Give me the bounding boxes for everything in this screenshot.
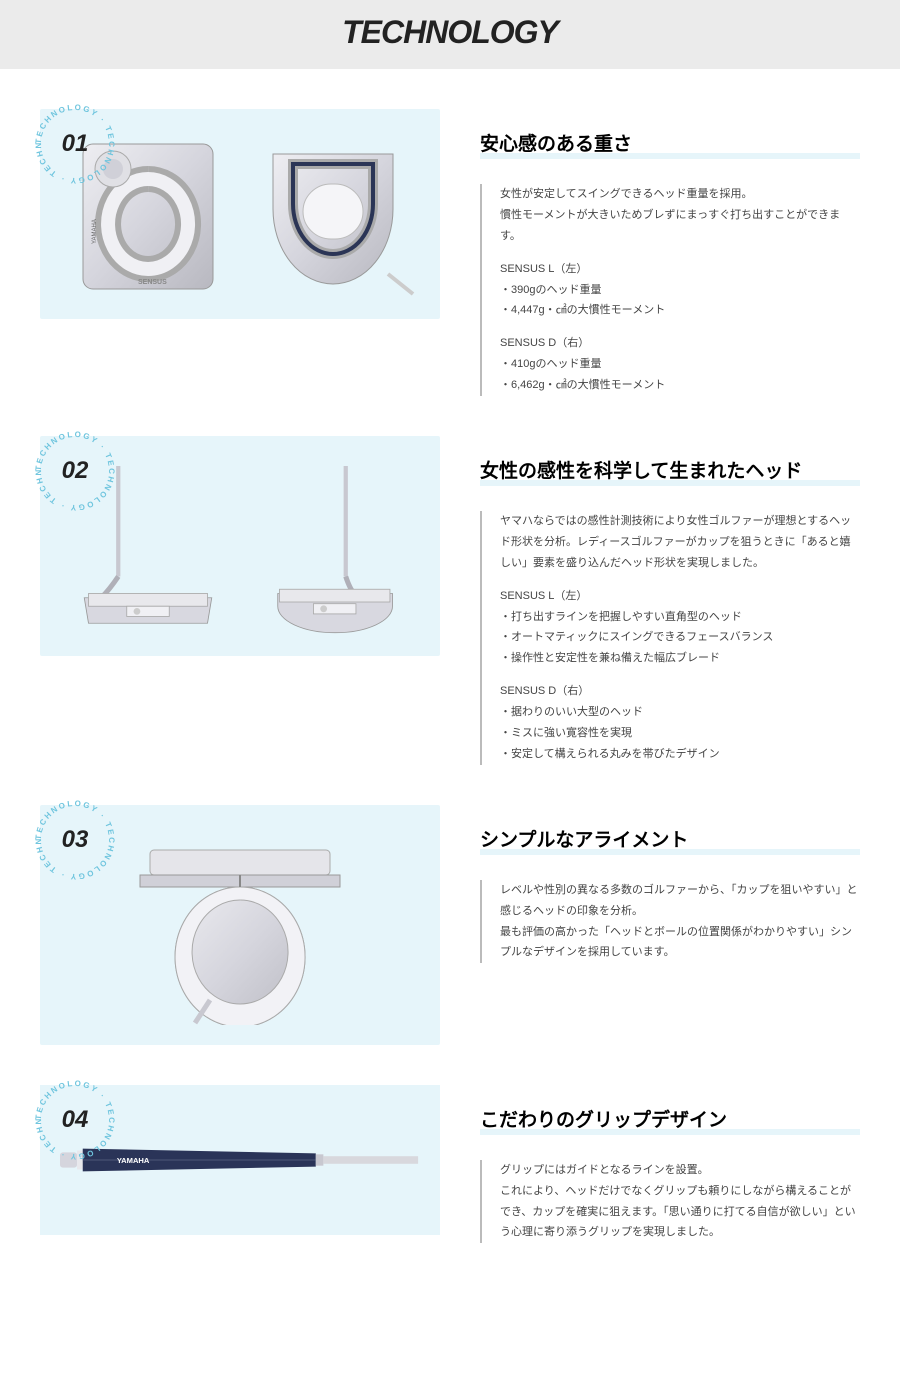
badge-number: 03: [62, 826, 89, 854]
section-body: レベルや性別の異なる多数のゴルファーから、「カップを狙いやすい」と感じるヘッドの…: [480, 880, 860, 964]
body-paragraph: SENSUS D（右） ・410gのヘッド重量 ・6,462g・㎠の大慣性モーメ…: [500, 333, 860, 396]
section-body: 女性が安定してスイングできるヘッド重量を採用。 慣性モーメントが大きいためブレず…: [480, 184, 860, 396]
technology-badge: TECHNOLOGY · TECHNOLOGY · TECHNOLOGY · 0…: [30, 426, 120, 516]
section-body: ヤマハならではの感性計測技術により女性ゴルファーが理想とするヘッド形状を分析。レ…: [480, 511, 860, 765]
section-body: グリップにはガイドとなるラインを設置。 これにより、ヘッドだけでなくグリップも頼…: [480, 1160, 860, 1244]
badge-number: 04: [62, 1106, 89, 1134]
svg-text:YAMAHA: YAMAHA: [117, 1156, 150, 1165]
section-title: 安心感のある重さ: [480, 129, 860, 159]
section-title: こだわりのグリップデザイン: [480, 1105, 860, 1135]
body-paragraph: グリップにはガイドとなるラインを設置。 これにより、ヘッドだけでなくグリップも頼…: [500, 1160, 860, 1244]
image-column: TECHNOLOGY · TECHNOLOGY · TECHNOLOGY · 0…: [40, 805, 440, 1045]
svg-text:SENSUS: SENSUS: [138, 279, 167, 286]
text-column: 安心感のある重さ 女性が安定してスイングできるヘッド重量を採用。 慣性モーメント…: [480, 109, 860, 396]
image-column: TECHNOLOGY · TECHNOLOGY · TECHNOLOGY · 0…: [40, 1085, 440, 1244]
body-paragraph: ヤマハならではの感性計測技術により女性ゴルファーが理想とするヘッド形状を分析。レ…: [500, 511, 860, 574]
section-title: シンプルなアライメント: [480, 825, 860, 855]
putter-alignment-icon: [110, 825, 370, 1025]
image-column: TECHNOLOGY · TECHNOLOGY · TECHNOLOGY · 0…: [40, 109, 440, 396]
body-paragraph: レベルや性別の異なる多数のゴルファーから、「カップを狙いやすい」と感じるヘッドの…: [500, 880, 860, 964]
body-paragraph: SENSUS D（右） ・据わりのいい大型のヘッド ・ミスに強い寛容性を実現 ・…: [500, 681, 860, 765]
body-paragraph: SENSUS L（左） ・打ち出すラインを把握しやすい直角型のヘッド ・オートマ…: [500, 586, 860, 670]
header-band: TECHNOLOGY: [0, 0, 900, 69]
image-column: TECHNOLOGY · TECHNOLOGY · TECHNOLOGY · 0…: [40, 436, 440, 765]
page-title: TECHNOLOGY: [0, 14, 900, 51]
tech-section-01: TECHNOLOGY · TECHNOLOGY · TECHNOLOGY · 0…: [0, 109, 900, 436]
svg-text:YAMAHA: YAMAHA: [92, 219, 98, 244]
technology-badge: TECHNOLOGY · TECHNOLOGY · TECHNOLOGY · 0…: [30, 99, 120, 189]
body-paragraph: 女性が安定してスイングできるヘッド重量を採用。 慣性モーメントが大きいためブレず…: [500, 184, 860, 247]
tech-section-02: TECHNOLOGY · TECHNOLOGY · TECHNOLOGY · 0…: [0, 436, 900, 805]
technology-badge: TECHNOLOGY · TECHNOLOGY · TECHNOLOGY · 0…: [30, 795, 120, 885]
tech-section-03: TECHNOLOGY · TECHNOLOGY · TECHNOLOGY · 0…: [0, 805, 900, 1085]
badge-number: 02: [62, 457, 89, 485]
body-paragraph: SENSUS L（左） ・390gのヘッド重量 ・4,447g・㎠の大慣性モーメ…: [500, 259, 860, 322]
text-column: 女性の感性を科学して生まれたヘッド ヤマハならではの感性計測技術により女性ゴルフ…: [480, 436, 860, 765]
text-column: シンプルなアライメント レベルや性別の異なる多数のゴルファーから、「カップを狙い…: [480, 805, 860, 1045]
tech-section-04: TECHNOLOGY · TECHNOLOGY · TECHNOLOGY · 0…: [0, 1085, 900, 1284]
section-title: 女性の感性を科学して生まれたヘッド: [480, 456, 860, 486]
badge-number: 01: [62, 130, 89, 158]
putter-d-top-icon: [248, 129, 418, 299]
technology-badge: TECHNOLOGY · TECHNOLOGY · TECHNOLOGY · 0…: [30, 1075, 120, 1165]
putter-d-face-icon: [248, 466, 418, 636]
text-column: こだわりのグリップデザイン グリップにはガイドとなるラインを設置。 これにより、…: [480, 1085, 860, 1244]
